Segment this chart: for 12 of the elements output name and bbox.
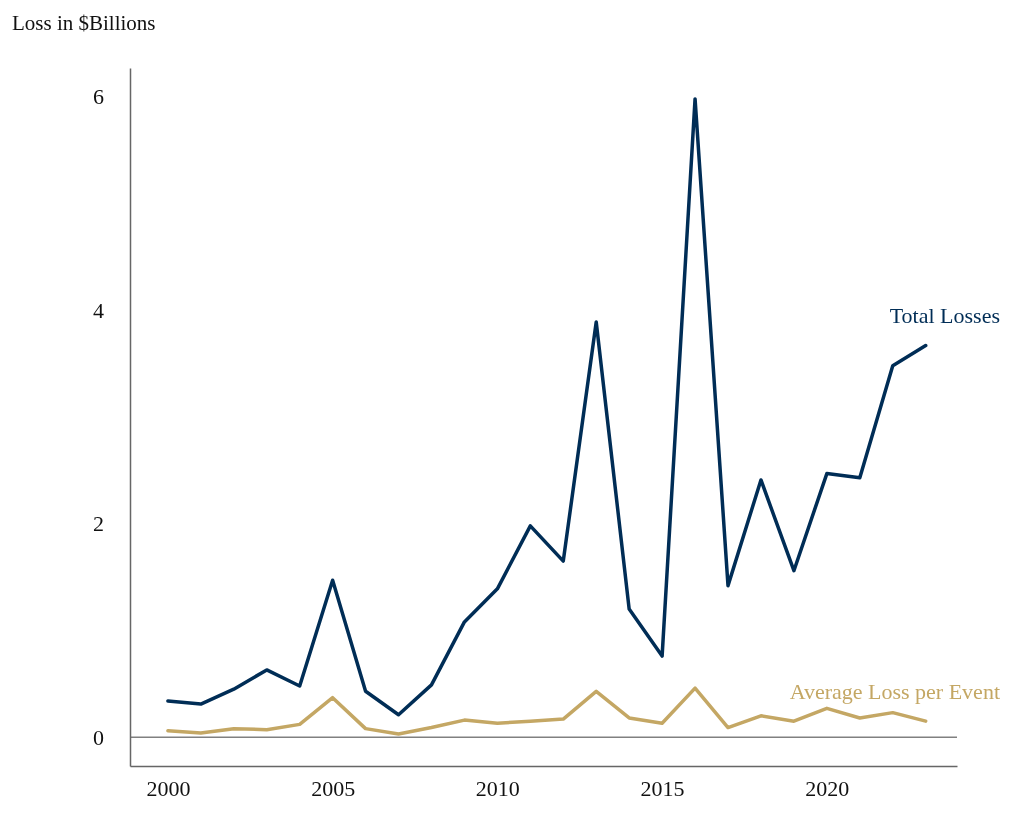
series-label: Average Loss per Event: [789, 679, 1000, 705]
x-tick-label: 2000: [146, 775, 191, 801]
y-axis-title: Loss in $Billions: [12, 11, 156, 35]
x-tick-label: 2015: [640, 775, 685, 801]
x-tick-label: 2005: [311, 775, 356, 801]
x-tick-label: 2010: [475, 775, 520, 801]
y-tick-label: 6: [93, 84, 104, 110]
x-tick-label: 2020: [805, 775, 850, 801]
y-tick-label: 4: [93, 297, 104, 323]
series-label: Total Losses: [889, 303, 1000, 329]
y-tick-label: 0: [93, 724, 104, 750]
y-tick-label: 2: [93, 511, 104, 537]
